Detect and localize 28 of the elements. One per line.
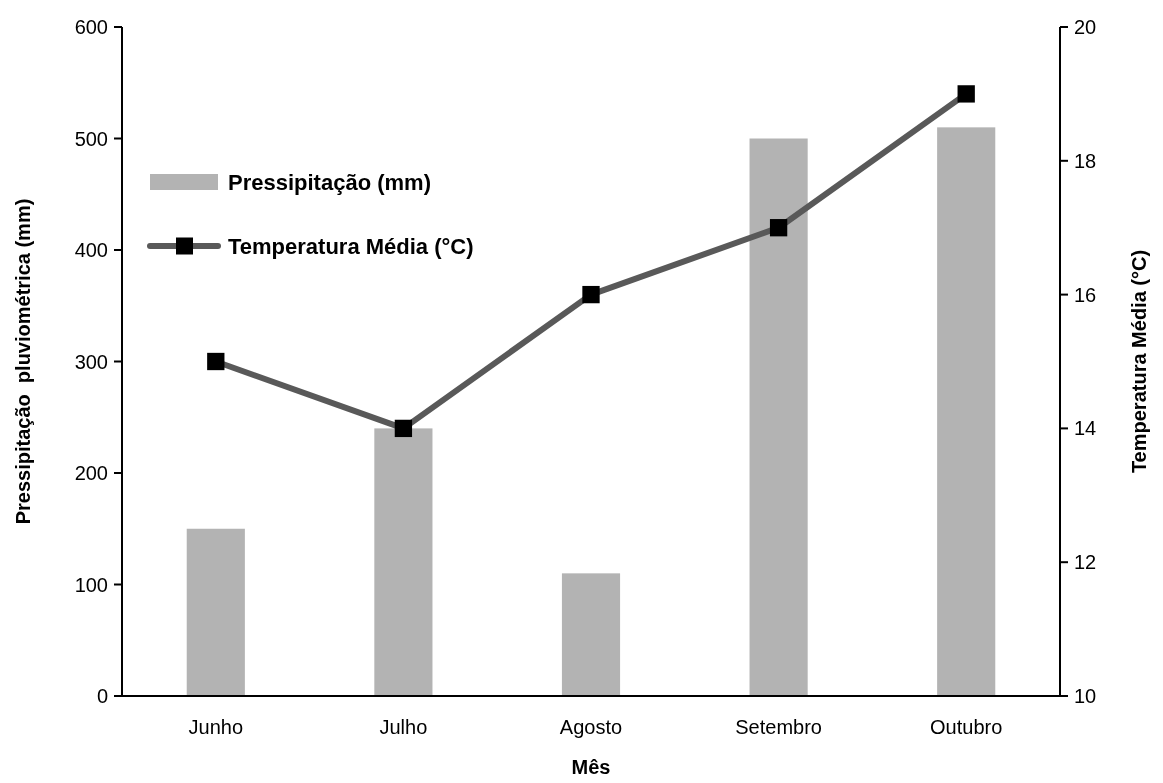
bar: [937, 127, 996, 696]
y2-tick-label: 16: [1074, 283, 1097, 306]
bar: [374, 428, 433, 696]
legend-label: Temperatura Média (°C): [228, 233, 474, 259]
bar: [186, 528, 245, 696]
y2-tick-label: 20: [1074, 16, 1097, 38]
bar: [561, 573, 621, 696]
legend-label: Pressipitação (mm): [228, 169, 431, 195]
x-axis-title: Mês: [571, 756, 611, 778]
x-tick-label: Julho: [379, 716, 428, 738]
y-tick-label: 500: [74, 127, 108, 150]
y-tick-label: 0: [96, 685, 108, 707]
y2-axis-title: Temperatura Média (°C): [1128, 249, 1150, 474]
y-tick-label: 100: [74, 573, 108, 596]
y2-tick-label: 14: [1074, 417, 1097, 440]
y-tick-label: 400: [74, 239, 108, 261]
x-tick-label: Junho: [188, 716, 244, 738]
x-tick-label: Agosto: [559, 716, 623, 738]
y2-tick-label: 18: [1074, 149, 1097, 172]
x-tick-label: Setembro: [735, 716, 822, 738]
y-tick-label: 200: [74, 462, 108, 484]
y-tick-label: 300: [74, 350, 108, 373]
bar: [749, 138, 808, 696]
x-tick-label: Outubro: [930, 716, 1003, 738]
y2-tick-label: 10: [1074, 685, 1097, 707]
y2-tick-label: 12: [1074, 551, 1097, 574]
y-tick-label: 600: [74, 16, 108, 38]
y-axis-title: Pressipitação pluviométrica (mm): [12, 198, 34, 525]
